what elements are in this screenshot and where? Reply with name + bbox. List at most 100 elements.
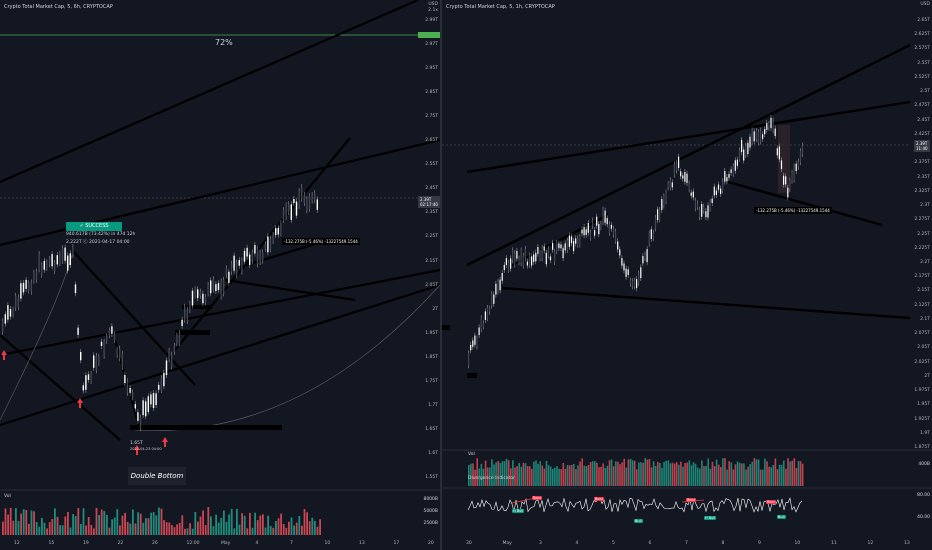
candle-body bbox=[766, 123, 768, 130]
right-price-level: 2.625T bbox=[914, 32, 930, 38]
candle-body bbox=[713, 186, 715, 196]
volume-bar bbox=[566, 465, 569, 486]
volume-bar bbox=[507, 460, 510, 486]
candle-body bbox=[282, 210, 285, 220]
volume-bar bbox=[636, 469, 638, 486]
volume-bar bbox=[116, 509, 119, 535]
candle-body bbox=[583, 226, 585, 236]
candle-body bbox=[476, 338, 478, 347]
candle-body bbox=[189, 303, 191, 310]
candle-body bbox=[589, 232, 591, 238]
candle-body bbox=[228, 271, 230, 283]
volume-bar bbox=[680, 461, 682, 486]
right-time-axis[interactable]: 30 May 3 4 5 6 7 8 9 10 11 12 13 bbox=[442, 538, 932, 550]
candle-body bbox=[220, 281, 222, 297]
candle-body bbox=[264, 244, 266, 249]
candle-body bbox=[600, 224, 602, 228]
divergence-badge-bear: Bear bbox=[766, 500, 777, 504]
volume-bar bbox=[526, 466, 529, 486]
volume-bar bbox=[158, 507, 160, 535]
candle-body bbox=[535, 252, 537, 262]
volume-bar bbox=[178, 522, 181, 535]
candle-body bbox=[604, 210, 606, 223]
trend-line bbox=[466, 43, 911, 267]
trend-line bbox=[0, 283, 440, 427]
candle-body bbox=[59, 253, 61, 263]
volume-bar bbox=[657, 461, 659, 486]
left-vol-label: Vol bbox=[4, 494, 11, 499]
volume-bar bbox=[316, 526, 319, 535]
candle-body bbox=[243, 250, 246, 262]
candle-body bbox=[799, 151, 801, 163]
candle-body bbox=[594, 230, 596, 236]
left-price-level: 2.97T bbox=[425, 42, 438, 48]
volume-bar bbox=[789, 461, 791, 486]
candle-body bbox=[20, 283, 22, 299]
candle-body bbox=[28, 283, 30, 291]
candle-body bbox=[648, 233, 650, 244]
candle-body bbox=[606, 218, 608, 225]
divergence-badge-bull: H Bull bbox=[512, 509, 525, 513]
candle-body bbox=[288, 204, 290, 212]
volume-bar bbox=[682, 466, 684, 486]
volume-bar bbox=[673, 463, 676, 486]
left-price-axis[interactable]: USD 2.1x 2.99T 2.97T 2.95T 2.85T 2.75T 2.65T 2… bbox=[418, 0, 440, 550]
candle-body bbox=[74, 284, 77, 294]
candle-body bbox=[241, 260, 243, 272]
volume-bar bbox=[738, 462, 741, 486]
volume-bar bbox=[741, 463, 743, 486]
panel-divider[interactable] bbox=[440, 0, 442, 550]
volume-bar bbox=[319, 519, 321, 535]
volume-bar bbox=[129, 523, 132, 535]
candle-body bbox=[755, 131, 757, 139]
candle-body bbox=[230, 263, 233, 273]
candle-body bbox=[661, 199, 663, 210]
candle-body bbox=[552, 242, 554, 250]
left-time-axis[interactable]: 12 15 19 22 26 12:00 May 4 7 10 13 17 20 bbox=[0, 538, 440, 550]
volume-bar bbox=[518, 462, 520, 486]
candle-body bbox=[507, 262, 510, 270]
candle-body bbox=[306, 199, 308, 211]
volume-bar bbox=[4, 508, 7, 535]
candle-body bbox=[728, 174, 730, 178]
volume-bar bbox=[543, 468, 546, 486]
volume-bar bbox=[56, 516, 59, 535]
volume-bar bbox=[625, 467, 628, 486]
left-price-level: 2.45T bbox=[425, 186, 438, 192]
volume-bar bbox=[30, 510, 33, 535]
volume-bar bbox=[524, 463, 527, 486]
candle-body bbox=[30, 282, 32, 292]
volume-bar bbox=[610, 459, 613, 486]
volume-bar bbox=[103, 511, 106, 535]
left-chart-panel[interactable]: Crypto Total Market Cap, 5, 6h, CRYPTOCA… bbox=[0, 0, 440, 550]
left-chart-canvas[interactable] bbox=[0, 0, 440, 550]
right-chart-canvas[interactable] bbox=[442, 0, 932, 550]
candle-body bbox=[2, 321, 4, 332]
volume-bar bbox=[51, 519, 54, 535]
right-time-label: 8 bbox=[721, 541, 725, 546]
right-price-axis[interactable]: USD 2.65T 2.625T 2.575T 2.55T 2.525T 2.5T 2.47… bbox=[910, 0, 932, 550]
candle-body bbox=[730, 169, 732, 173]
volume-bar bbox=[165, 522, 168, 535]
left-time-label: 15 bbox=[48, 541, 55, 546]
candle-body bbox=[709, 201, 711, 209]
volume-bar bbox=[652, 461, 655, 486]
right-price-level: 2.425T bbox=[914, 131, 930, 137]
candle-body bbox=[715, 190, 717, 195]
right-price-level: 2T bbox=[924, 373, 930, 379]
volume-bar bbox=[633, 460, 636, 486]
candle-body bbox=[106, 336, 108, 341]
candle-body bbox=[749, 136, 751, 148]
candle-body bbox=[72, 247, 74, 255]
candle-body bbox=[251, 252, 253, 262]
candle-body bbox=[259, 252, 261, 262]
right-chart-panel[interactable]: Crypto Total Market Cap, 5, 1h, CRYPTOCA… bbox=[442, 0, 932, 550]
candle-body bbox=[119, 348, 121, 359]
volume-bar bbox=[17, 521, 20, 535]
divergence-badge-bull: H Bull bbox=[704, 516, 717, 520]
volume-bar bbox=[152, 512, 155, 535]
volume-bar bbox=[106, 514, 108, 535]
volume-bar bbox=[249, 512, 251, 535]
volume-bar bbox=[7, 514, 9, 535]
candle-body bbox=[15, 295, 17, 308]
